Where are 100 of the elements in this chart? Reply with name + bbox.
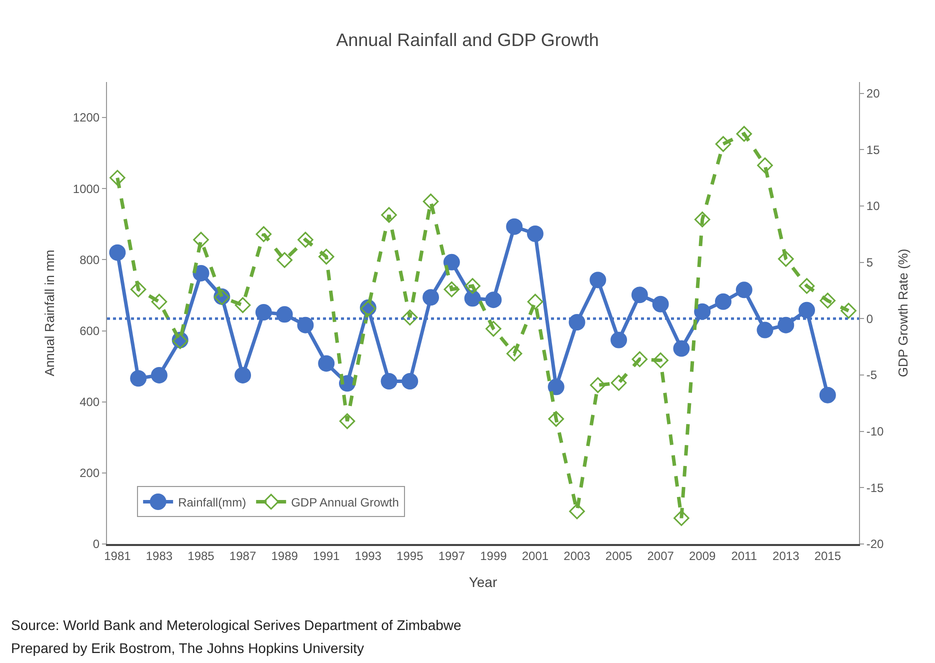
point [276,252,292,268]
x-tick-label: 2003 [564,549,591,564]
point [485,292,502,308]
point [610,374,627,391]
x-tick-label: 1999 [480,549,508,564]
point [778,251,794,267]
point [736,282,752,298]
point [506,218,523,235]
point [339,413,356,430]
x-tick-label: 2013 [772,549,800,564]
source-note: Source: World Bank and Meterological Serives Department of Zimbabwe [11,617,462,633]
point [255,304,272,321]
point [610,332,628,348]
x-tick-label: 1981 [104,549,132,564]
x-tick-label: 2011 [731,549,758,564]
point [422,289,440,306]
y2-tick-label: 5 [866,255,874,270]
point [192,264,210,282]
point [756,322,774,338]
point [652,296,669,312]
point [444,281,460,298]
point [464,278,480,294]
y-tick-label: 200 [80,466,100,480]
point [130,281,146,298]
x-tick-label: 2009 [688,549,716,564]
point [820,292,836,308]
point [714,293,732,310]
point [151,294,168,310]
legend-label: Rainfall(mm) [178,495,246,510]
point [778,316,794,334]
point [715,136,732,152]
point [193,232,209,248]
x-tick-label: 2001 [522,549,549,564]
y2-tick-label: 10 [866,199,880,214]
point [757,157,773,174]
point [652,352,668,368]
point [674,510,690,526]
point [548,411,564,427]
point [590,377,606,394]
x-tick-label: 1997 [438,549,466,564]
point [590,272,606,288]
x-tick-label: 1983 [146,549,173,564]
point [422,194,439,210]
y2-tick-label: 15 [866,142,880,157]
point [506,346,522,362]
x-tick-label: 1995 [396,549,424,564]
point [110,170,126,186]
x-tick-label: 1993 [354,549,382,564]
x-tick-label: 2015 [814,549,842,564]
y-tick-label: 1000 [72,182,100,196]
point [819,386,836,404]
x-axis-title: Year [468,574,498,590]
y-tick-label: 1200 [72,110,100,125]
point [694,303,711,320]
y2-tick-label: -10 [866,424,884,439]
legend-label: GDP Annual Growth [291,495,399,510]
point [234,297,251,314]
x-tick-label: 2007 [647,549,674,564]
point [234,366,252,384]
y-tick-label: 0 [92,537,100,552]
point [150,366,168,384]
y-axis-title: Annual Rainfall in mm [42,250,57,376]
y2-tick-label: -5 [866,368,878,382]
point [527,294,544,310]
x-tick-label: 1987 [229,549,256,564]
point [798,302,816,318]
x-tick-label: 1985 [188,549,215,564]
point [736,126,752,142]
point [380,372,398,390]
point [402,310,418,326]
point [798,278,815,294]
y2-tick-label: -20 [866,537,884,552]
point [256,226,272,242]
point [318,355,335,372]
x-tick-label: 1991 [312,549,340,564]
point [673,340,690,357]
point [402,372,418,390]
text: Prepared by Erik Bostrom, The Johns Hopkins University [11,640,364,656]
point [569,503,585,520]
x-tick-label: 2005 [605,549,632,564]
point [486,320,502,337]
point [298,232,314,248]
x-tick-label: 1989 [271,549,298,564]
point [694,212,710,228]
point [632,351,648,368]
y2-tick-label: -15 [866,480,884,495]
y-tick-label: 800 [80,252,100,267]
point [109,244,126,261]
point [443,254,460,270]
y-tick-label: 600 [80,324,100,338]
point [548,378,564,396]
point [840,302,856,319]
point [130,370,147,387]
point [631,286,648,304]
point [526,226,544,242]
point [464,290,481,307]
point [381,207,397,223]
y2-tick-label: 0 [866,312,874,326]
point [297,316,314,334]
point [276,306,293,323]
